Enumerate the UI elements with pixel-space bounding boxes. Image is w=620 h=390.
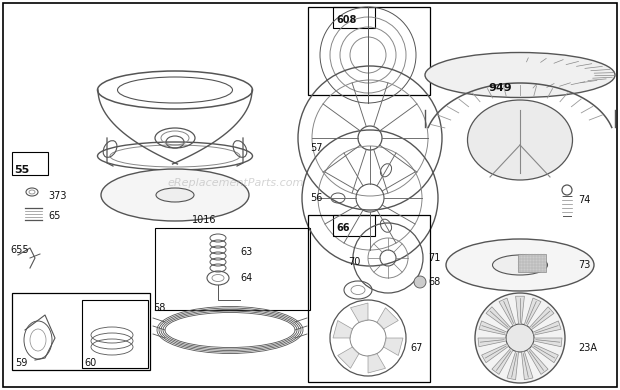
Polygon shape: [492, 348, 513, 374]
Text: 57: 57: [310, 143, 322, 153]
Polygon shape: [533, 321, 561, 335]
Polygon shape: [478, 338, 507, 347]
Text: 67: 67: [410, 343, 422, 353]
Circle shape: [414, 276, 426, 288]
Text: 58: 58: [153, 303, 166, 313]
Text: 655: 655: [10, 245, 29, 255]
Circle shape: [475, 293, 565, 383]
Bar: [333, 7, 375, 28]
Text: 71: 71: [428, 253, 440, 263]
Polygon shape: [499, 298, 516, 326]
Text: 73: 73: [578, 260, 590, 270]
Polygon shape: [377, 308, 398, 329]
Bar: [518, 254, 546, 272]
Polygon shape: [482, 344, 508, 363]
Polygon shape: [486, 307, 511, 330]
Polygon shape: [534, 338, 562, 347]
Text: 70: 70: [348, 257, 360, 267]
Text: 74: 74: [578, 195, 590, 205]
Text: 65: 65: [48, 211, 60, 221]
Text: 949: 949: [488, 83, 512, 93]
Polygon shape: [521, 351, 533, 380]
Polygon shape: [525, 298, 541, 326]
Text: 60: 60: [84, 358, 96, 368]
Bar: [155, 228, 310, 310]
Text: 1016: 1016: [192, 215, 216, 225]
Polygon shape: [507, 351, 518, 380]
Ellipse shape: [101, 169, 249, 221]
Text: 55: 55: [14, 165, 29, 175]
Text: 59: 59: [15, 358, 27, 368]
Text: 68: 68: [428, 277, 440, 287]
Polygon shape: [350, 303, 368, 323]
Text: 63: 63: [240, 247, 252, 257]
Ellipse shape: [492, 255, 547, 275]
Polygon shape: [333, 321, 352, 338]
Polygon shape: [531, 344, 559, 363]
Polygon shape: [527, 348, 548, 374]
Ellipse shape: [467, 100, 572, 180]
Text: 56: 56: [310, 193, 322, 203]
Bar: [333, 215, 375, 236]
Ellipse shape: [446, 239, 594, 291]
Polygon shape: [479, 321, 507, 335]
Bar: [82, 300, 148, 368]
Bar: [12, 293, 150, 370]
Polygon shape: [368, 354, 386, 373]
Bar: [12, 152, 48, 175]
Text: 23A: 23A: [578, 343, 597, 353]
Bar: [308, 215, 430, 382]
Polygon shape: [338, 347, 359, 368]
Ellipse shape: [425, 53, 615, 98]
Circle shape: [506, 324, 534, 352]
Text: 64: 64: [240, 273, 252, 283]
Polygon shape: [384, 338, 403, 356]
Ellipse shape: [156, 188, 194, 202]
Text: 608: 608: [336, 15, 356, 25]
Polygon shape: [516, 296, 525, 324]
Text: 373: 373: [48, 191, 66, 201]
Polygon shape: [529, 307, 554, 330]
Text: 66: 66: [336, 223, 350, 233]
Text: eReplacementParts.com: eReplacementParts.com: [167, 178, 304, 188]
Bar: [308, 7, 430, 95]
